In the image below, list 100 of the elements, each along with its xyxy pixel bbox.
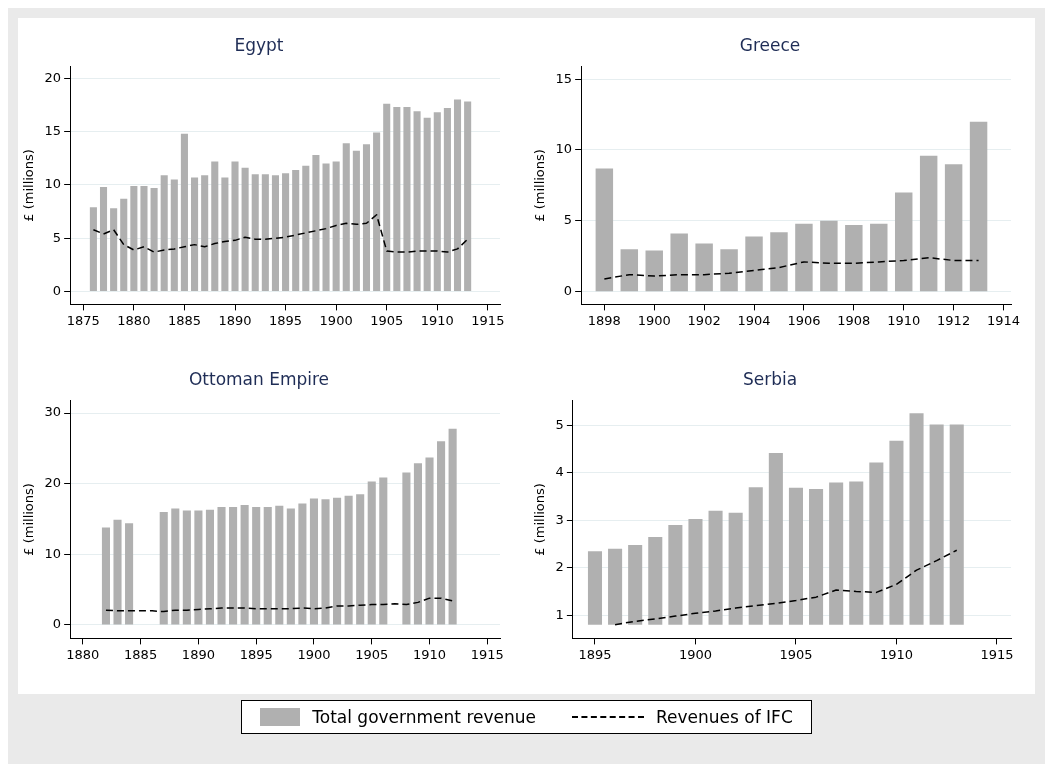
x-tick-label: 1910 (887, 312, 921, 328)
bar (205, 509, 215, 625)
y-axis-title: £ (millions) (532, 483, 548, 556)
y-tick-label: 15 (555, 70, 573, 86)
bar (949, 424, 964, 625)
x-tick-label: 1900 (297, 646, 331, 662)
bar (125, 523, 134, 625)
bar (668, 525, 683, 625)
bar (437, 441, 446, 625)
bar (809, 489, 824, 625)
bar (929, 424, 944, 625)
legend-label: Total government revenue (312, 707, 536, 727)
bar (402, 472, 411, 625)
line-series (614, 549, 958, 626)
bar (322, 163, 330, 292)
x-tick-label: 1910 (420, 312, 454, 328)
x-tick-label: 1904 (737, 312, 771, 328)
bar (944, 164, 963, 292)
bar (608, 548, 623, 625)
bar (919, 155, 938, 292)
bar (909, 413, 924, 625)
bar (292, 169, 300, 292)
x-tick-label: 1885 (124, 646, 158, 662)
bar (251, 174, 259, 292)
bar (240, 504, 249, 625)
x-tick-label: 1906 (787, 312, 821, 328)
bar (745, 236, 763, 292)
bar (670, 233, 688, 292)
bar (231, 161, 239, 292)
bar (820, 220, 838, 292)
x-tick-label: 1908 (837, 312, 871, 328)
y-tick-label: 10 (44, 176, 62, 192)
y-tick-label: 10 (555, 141, 573, 157)
y-axis-title: £ (millions) (21, 483, 37, 556)
chart-title: Serbia (742, 368, 798, 389)
bar (182, 510, 191, 625)
bar (309, 498, 318, 625)
y-tick-label: 5 (555, 416, 564, 432)
bar (413, 111, 421, 292)
bar (275, 505, 284, 625)
bar (373, 132, 381, 292)
bar (150, 188, 158, 292)
x-tick-label: 1905 (779, 646, 813, 662)
bar (99, 187, 108, 292)
bar (140, 185, 148, 292)
y-tick-label: 2 (555, 559, 564, 575)
bar (333, 497, 342, 625)
y-tick-label: 0 (52, 616, 62, 632)
bar (648, 536, 663, 625)
x-tick-label: 1880 (66, 646, 100, 662)
line-series (105, 597, 454, 613)
x-tick-label: 1890 (181, 646, 215, 662)
bar (342, 143, 350, 292)
bar (263, 507, 272, 625)
bar (720, 249, 738, 292)
line-series (603, 256, 980, 280)
legend-label: Revenues of IFC (656, 707, 793, 727)
y-tick-label: 0 (52, 282, 62, 298)
bar (332, 161, 340, 292)
bar (321, 499, 330, 625)
bar (110, 208, 118, 292)
bar (425, 457, 434, 625)
bar (286, 508, 295, 625)
x-tick-label: 1900 (319, 312, 353, 328)
y-tick-label: 1 (555, 606, 564, 622)
bar (159, 511, 168, 625)
bar (194, 510, 203, 625)
y-tick-label: 4 (555, 464, 564, 480)
bar (379, 477, 388, 625)
bar (464, 101, 472, 292)
y-axis-title: £ (millions) (21, 149, 37, 222)
bar (688, 518, 703, 625)
bar (282, 173, 290, 292)
chart-title: Ottoman Empire (188, 368, 330, 389)
bar (367, 481, 376, 625)
y-tick-label: 15 (44, 122, 62, 138)
bar (453, 99, 462, 292)
x-tick-label: 1885 (167, 312, 201, 328)
bar (788, 487, 803, 625)
bar (708, 510, 723, 625)
x-tick-label: 1898 (587, 312, 621, 328)
bar (393, 106, 401, 292)
x-tick-label: 1915 (471, 312, 505, 328)
bar (770, 232, 788, 292)
x-tick-label: 1915 (470, 646, 504, 662)
bar (312, 154, 320, 292)
bar (829, 482, 844, 625)
x-tick-label: 1910 (879, 646, 913, 662)
x-tick-label: 1910 (412, 646, 447, 662)
bar (448, 428, 457, 625)
bar (595, 168, 614, 292)
bar (302, 165, 310, 292)
x-tick-label: 1905 (355, 646, 389, 662)
bar (413, 463, 422, 625)
bar (362, 144, 371, 292)
bar (229, 507, 238, 625)
x-tick-label: 1890 (218, 312, 252, 328)
y-tick-label: 5 (563, 212, 573, 228)
bar (849, 481, 864, 625)
chart-title: Egypt (234, 34, 284, 55)
